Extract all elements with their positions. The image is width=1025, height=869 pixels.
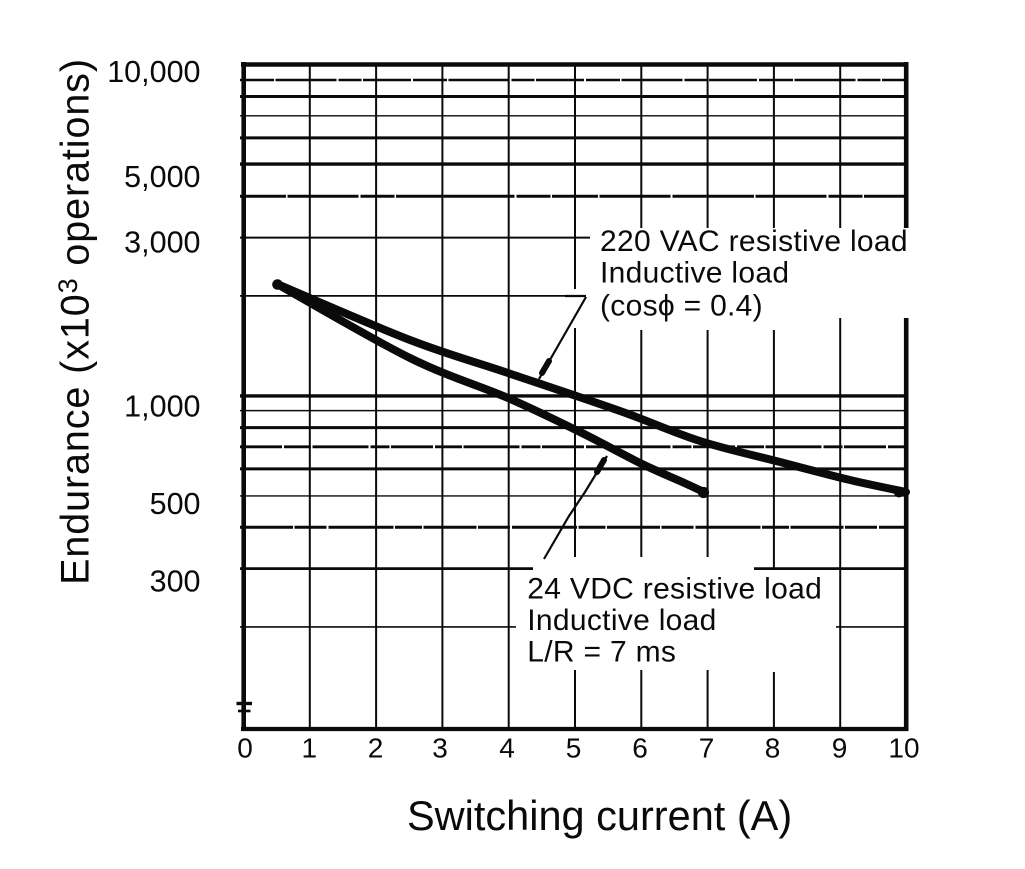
svg-text:7: 7 — [699, 733, 715, 764]
svg-text:24 VDC resistive load: 24 VDC resistive load — [527, 573, 822, 606]
svg-text:300: 300 — [150, 565, 201, 599]
svg-text:10: 10 — [888, 733, 919, 764]
svg-text:Inductive load: Inductive load — [600, 257, 789, 290]
svg-text:3,000: 3,000 — [124, 225, 200, 259]
svg-text:2: 2 — [368, 733, 384, 764]
svg-text:10,000: 10,000 — [107, 55, 200, 89]
svg-text:9: 9 — [832, 733, 848, 764]
svg-text:5,000: 5,000 — [124, 160, 200, 194]
svg-text:Inductive load: Inductive load — [527, 604, 716, 637]
svg-text:(cosϕ = 0.4): (cosϕ = 0.4) — [600, 290, 763, 323]
svg-text:5: 5 — [566, 733, 582, 764]
svg-text:0: 0 — [237, 733, 253, 764]
svg-text:220 VAC resistive load: 220 VAC resistive load — [600, 225, 908, 258]
svg-text:3: 3 — [432, 733, 448, 764]
svg-text:1,000: 1,000 — [124, 390, 200, 424]
svg-text:Endurance (x103 operations): Endurance (x103 operations) — [53, 58, 98, 585]
svg-text:6: 6 — [632, 733, 648, 764]
svg-text:4: 4 — [499, 733, 515, 764]
svg-text:500: 500 — [150, 487, 201, 521]
svg-text:Switching current (A): Switching current (A) — [407, 792, 792, 839]
svg-text:8: 8 — [765, 733, 781, 764]
svg-text:1: 1 — [302, 733, 318, 764]
svg-text:L/R = 7 ms: L/R = 7 ms — [527, 636, 676, 669]
